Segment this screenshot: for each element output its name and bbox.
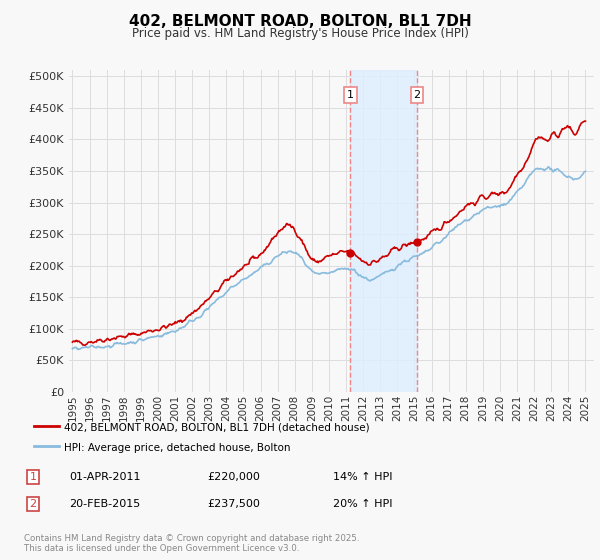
Text: £220,000: £220,000 (207, 472, 260, 482)
Text: 01-APR-2011: 01-APR-2011 (69, 472, 140, 482)
Text: HPI: Average price, detached house, Bolton: HPI: Average price, detached house, Bolt… (64, 442, 291, 452)
Text: 402, BELMONT ROAD, BOLTON, BL1 7DH (detached house): 402, BELMONT ROAD, BOLTON, BL1 7DH (deta… (64, 422, 370, 432)
Text: Price paid vs. HM Land Registry's House Price Index (HPI): Price paid vs. HM Land Registry's House … (131, 27, 469, 40)
Text: 2: 2 (29, 499, 37, 509)
Text: 1: 1 (347, 90, 354, 100)
Text: 20% ↑ HPI: 20% ↑ HPI (333, 499, 392, 509)
Bar (350, 70, 417, 392)
Text: 1: 1 (29, 472, 37, 482)
Text: 402, BELMONT ROAD, BOLTON, BL1 7DH: 402, BELMONT ROAD, BOLTON, BL1 7DH (128, 14, 472, 29)
Text: 14% ↑ HPI: 14% ↑ HPI (333, 472, 392, 482)
Text: 2: 2 (413, 90, 421, 100)
Text: £237,500: £237,500 (207, 499, 260, 509)
Text: Contains HM Land Registry data © Crown copyright and database right 2025.
This d: Contains HM Land Registry data © Crown c… (24, 534, 359, 553)
Text: 20-FEB-2015: 20-FEB-2015 (69, 499, 140, 509)
